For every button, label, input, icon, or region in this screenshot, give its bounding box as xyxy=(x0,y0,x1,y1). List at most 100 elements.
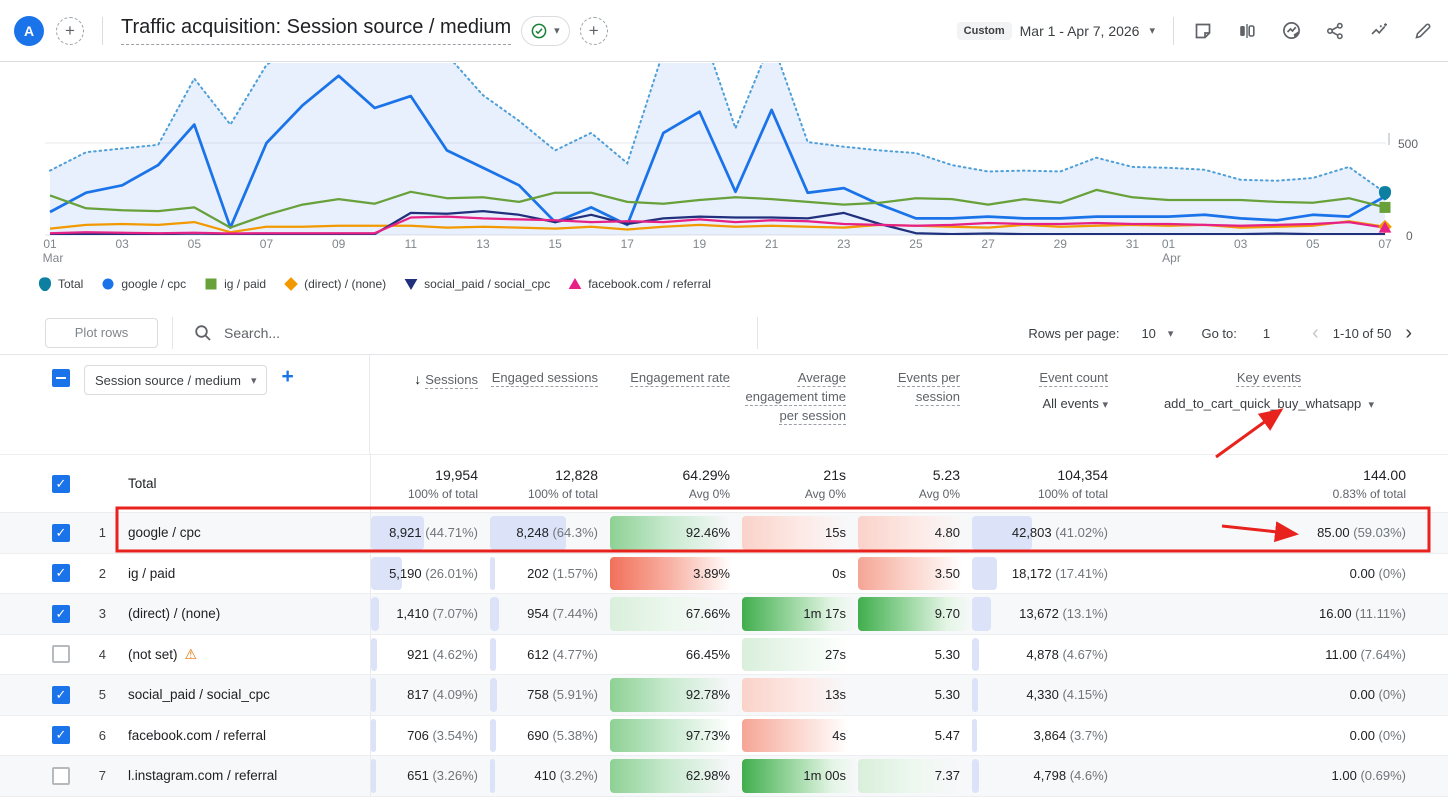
legend-item[interactable]: (direct) / (none) xyxy=(284,277,386,291)
add-dimension-button[interactable]: + xyxy=(281,365,294,388)
row-checkbox[interactable]: ✓ xyxy=(52,523,70,542)
row-checkbox[interactable] xyxy=(52,766,70,785)
chevron-down-icon[interactable]: ▾ xyxy=(1167,327,1174,340)
column-header-events-per-session[interactable]: Events per session xyxy=(897,370,960,404)
select-all-checkbox[interactable] xyxy=(52,369,70,387)
row-number: 6 xyxy=(98,727,106,743)
source-medium-label[interactable]: social_paid / social_cpc xyxy=(128,687,270,703)
event-count-cell: 42,803 (41.02%) xyxy=(972,513,1120,553)
legend-item[interactable]: Total xyxy=(38,277,83,291)
legend-item[interactable]: social_paid / social_cpc xyxy=(404,277,550,291)
sessions-cell: 817 (4.09%) xyxy=(370,675,490,715)
heatmap-fill xyxy=(610,678,742,712)
sessions-cell: 5,190 (26.01%) xyxy=(370,553,490,593)
svg-text:15: 15 xyxy=(548,237,562,251)
value-bar xyxy=(972,597,992,631)
table-row: 4 (not set) ⚠ 921 (4.62%) 612 (4.77%) 66.45% 2… xyxy=(0,634,1448,675)
column-header-engagement-rate[interactable]: Engagement rate xyxy=(630,370,730,385)
source-medium-label[interactable]: (direct) / (none) xyxy=(128,606,221,622)
table-row: ✓ 3 (direct) / (none) 1,410 (7.07%) 954 (7.4… xyxy=(0,594,1448,635)
column-header-avg-engagement-time[interactable]: Average engagement time per session xyxy=(745,370,846,423)
total-row-checkbox[interactable]: ✓ xyxy=(52,474,70,493)
value-bar xyxy=(490,759,495,793)
add-comparison-button[interactable]: + xyxy=(56,16,84,45)
goto-page-input[interactable]: 1 xyxy=(1262,325,1271,341)
heatmap-fill xyxy=(858,759,972,793)
engaged-sessions-cell: 690 (5.38%) xyxy=(490,716,610,756)
row-checkbox[interactable]: ✓ xyxy=(52,726,70,745)
search-input[interactable] xyxy=(224,324,624,341)
table-row: 7 l.instagram.com / referral 651 (3.26%) 41… xyxy=(0,756,1448,797)
date-range-picker[interactable]: Mar 1 - Apr 7, 2026 xyxy=(1019,22,1140,39)
row-checkbox[interactable]: ✓ xyxy=(52,564,70,583)
edit-pencil-icon[interactable] xyxy=(1412,20,1434,42)
row-number: 3 xyxy=(98,606,106,622)
chevron-down-icon: ▾ xyxy=(1149,25,1155,37)
source-medium-label[interactable]: l.instagram.com / referral xyxy=(128,768,278,784)
add-report-button[interactable]: + xyxy=(579,16,608,45)
value-bar xyxy=(371,597,380,631)
avg-engagement-time-cell: 0s xyxy=(832,565,846,581)
events-per-session-cell: 4.80 xyxy=(858,513,972,553)
svg-text:09: 09 xyxy=(332,237,346,251)
key-events-cell: 85.00 (59.03%) xyxy=(1317,525,1406,541)
dimension-selector[interactable]: Session source / medium ▾ xyxy=(84,365,268,395)
report-status-pill[interactable]: ▾ xyxy=(521,15,570,46)
key-events-filter-dropdown[interactable]: add_to_cart_quick_buy_whatsapp ▾ xyxy=(1163,395,1375,411)
plot-rows-button[interactable]: Plot rows xyxy=(45,317,158,348)
divider xyxy=(172,317,173,349)
svg-text:07: 07 xyxy=(1378,237,1392,251)
sparkline-icon[interactable] xyxy=(1368,20,1390,42)
ab-compare-icon[interactable] xyxy=(1236,20,1258,42)
heatmap-fill xyxy=(742,759,858,793)
svg-text:31: 31 xyxy=(1126,237,1140,251)
row-checkbox[interactable] xyxy=(52,645,70,664)
value-bar xyxy=(972,556,998,590)
table-row: ✓ 5 social_paid / social_cpc 817 (4.09%) 758… xyxy=(0,675,1448,716)
row-checkbox[interactable]: ✓ xyxy=(52,604,70,623)
rows-per-page-select[interactable]: 10 xyxy=(1141,325,1156,341)
row-checkbox[interactable]: ✓ xyxy=(52,685,70,704)
value-bar xyxy=(972,718,978,752)
column-header-engaged-sessions[interactable]: Engaged sessions xyxy=(491,370,598,385)
svg-text:05: 05 xyxy=(188,237,202,251)
source-medium-label[interactable]: (not set) xyxy=(128,646,178,662)
circle-icon xyxy=(102,278,114,290)
value-bar xyxy=(972,678,979,712)
page-title[interactable]: Traffic acquisition: Session source / me… xyxy=(121,16,512,45)
chart-legend: Total google / cpc ig / paid (direct) / (no… xyxy=(38,273,1448,295)
column-header-key-events[interactable]: Key events add_to_cart_quick_buy_whatsap… xyxy=(1120,355,1418,454)
event-count-filter-dropdown[interactable]: All events ▾ xyxy=(1042,395,1108,411)
svg-text:25: 25 xyxy=(909,237,923,251)
avatar[interactable]: A xyxy=(14,15,44,46)
event-count-cell: 4,330 (4.15%) xyxy=(972,675,1120,715)
avg-engagement-time-cell: 4s xyxy=(742,716,858,756)
source-medium-label[interactable]: facebook.com / referral xyxy=(128,727,267,743)
table-toolbar: Plot rows Rows per page: 10 ▾ Go to: 1 ‹… xyxy=(0,311,1448,355)
engagement-rate-cell: 66.45% xyxy=(685,646,730,662)
triangle-up-icon xyxy=(568,277,582,289)
note-icon[interactable] xyxy=(1192,20,1214,42)
heatmap-fill xyxy=(858,597,972,631)
column-header-sessions[interactable]: ↓ Sessions xyxy=(414,371,478,387)
next-page-button[interactable]: › xyxy=(1405,322,1412,344)
legend-item[interactable]: ig / paid xyxy=(204,277,266,291)
source-medium-label[interactable]: ig / paid xyxy=(128,565,176,581)
source-medium-label[interactable]: google / cpc xyxy=(128,525,201,541)
engaged-sessions-cell: 954 (7.44%) xyxy=(490,594,610,634)
engagement-rate-cell: 62.98% xyxy=(610,756,742,796)
engagement-rate-cell: 92.78% xyxy=(610,675,742,715)
insights-icon[interactable] xyxy=(1280,20,1302,42)
sort-desc-icon: ↓ xyxy=(414,371,422,387)
legend-item[interactable]: facebook.com / referral xyxy=(568,277,711,291)
top-header: A + Traffic acquisition: Session source … xyxy=(0,0,1448,62)
svg-text:11: 11 xyxy=(405,237,418,251)
events-per-session-cell: 9.70 xyxy=(858,594,972,634)
share-icon[interactable] xyxy=(1324,20,1346,42)
prev-page-button[interactable]: ‹ xyxy=(1312,322,1319,344)
column-header-event-count[interactable]: Event count All events ▾ xyxy=(972,355,1120,454)
legend-item[interactable]: google / cpc xyxy=(101,277,186,291)
chevron-down-icon: ▾ xyxy=(1102,398,1108,411)
